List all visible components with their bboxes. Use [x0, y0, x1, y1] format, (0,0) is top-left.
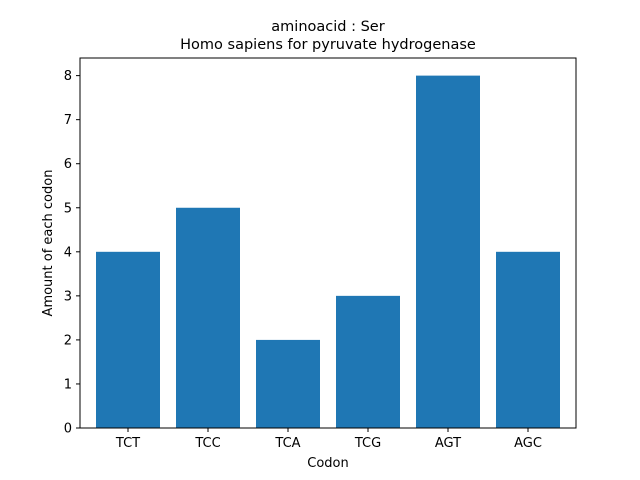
- x-tick-label: TCG: [354, 436, 381, 451]
- chart-title-line-1: aminoacid : Ser: [271, 19, 384, 35]
- y-tick-label: 6: [64, 157, 72, 172]
- x-tick-label: TCC: [194, 436, 220, 451]
- y-tick-label: 7: [64, 113, 72, 128]
- y-tick-label: 8: [64, 69, 72, 84]
- bar-tcc: [176, 207, 240, 428]
- x-tick-label: TCT: [115, 436, 140, 451]
- y-tick-label: 4: [64, 245, 72, 260]
- y-axis-ticks: 0 1 2 3 4 5 6 7 8: [64, 69, 80, 437]
- x-axis-ticks: TCT TCC TCA TCG AGT AGC: [115, 428, 542, 451]
- x-axis-label: Codon: [307, 456, 348, 471]
- bar-agt: [416, 75, 480, 428]
- y-tick-label: 1: [64, 377, 72, 392]
- chart-title-line-2: Homo sapiens for pyruvate hydrogenase: [180, 37, 476, 53]
- y-tick-label: 0: [64, 422, 72, 437]
- bar-tca: [256, 339, 320, 428]
- x-tick-label: AGC: [514, 436, 542, 451]
- bars-group: [96, 75, 560, 428]
- x-tick-label: AGT: [435, 436, 461, 451]
- bar-tct: [96, 251, 160, 428]
- y-tick-label: 2: [64, 333, 72, 348]
- plot-area-frame: [79, 57, 577, 429]
- bar-tcg: [336, 295, 400, 428]
- y-axis-label: Amount of each codon: [41, 170, 56, 317]
- x-tick-label: TCA: [274, 436, 300, 451]
- y-tick-label: 3: [64, 289, 72, 304]
- y-tick-label: 5: [64, 201, 72, 216]
- bar-agc: [496, 251, 560, 428]
